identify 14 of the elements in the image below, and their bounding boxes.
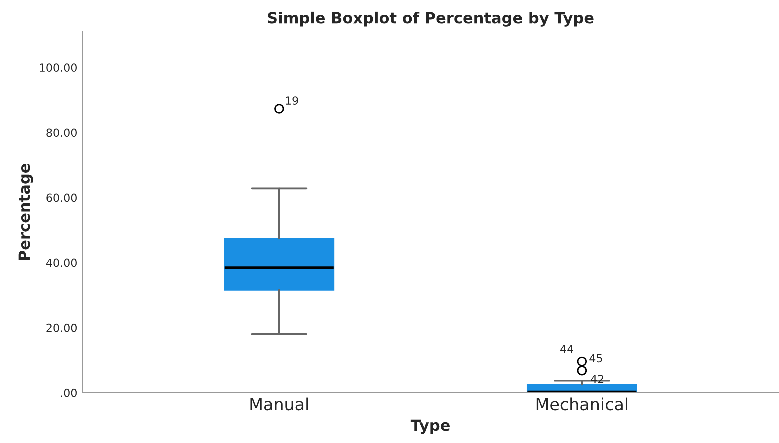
annotation: 19 — [286, 96, 298, 105]
y-tick-label: .00 — [61, 388, 77, 398]
y-tick-label: 80.00 — [46, 128, 77, 138]
x-axis-title: Type — [410, 420, 450, 434]
annotation: 45 — [590, 354, 602, 363]
annotation: 44 — [560, 345, 574, 354]
y-tick-label: 20.00 — [46, 324, 77, 332]
y-tick-label: 100.00 — [40, 64, 77, 72]
x-tick-label: Mechanical — [536, 398, 628, 411]
y-tick-label: 60.00 — [46, 194, 77, 202]
y-axis-title: Percentage — [18, 164, 34, 260]
y-tick-label: 40.00 — [46, 258, 77, 268]
x-tick-label: Manual — [250, 398, 308, 411]
chart-title: Simple Boxplot of Percentage by Type — [268, 12, 594, 27]
